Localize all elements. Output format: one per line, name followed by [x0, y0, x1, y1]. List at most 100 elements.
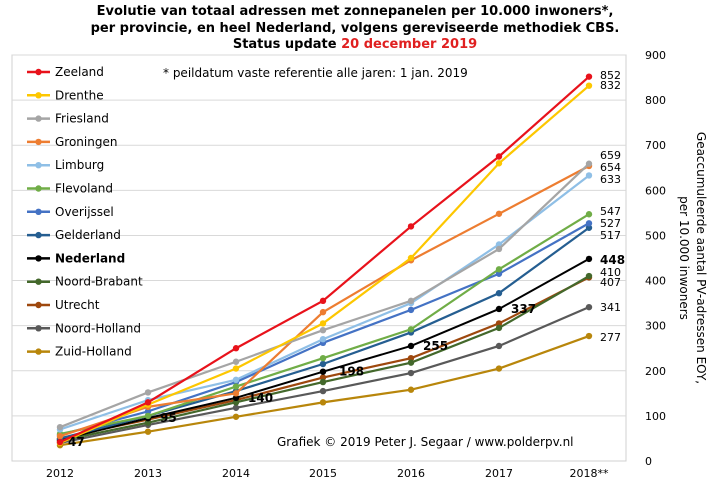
legend-marker-nederland [35, 255, 42, 262]
x-tick-3: 2015 [309, 467, 337, 480]
y-tick-300: 300 [645, 320, 666, 333]
point-zuid-holland-1 [144, 428, 152, 435]
end-label-gelderland: 517 [600, 229, 621, 242]
chart-title-line1: Evolutie van totaal adressen met zonnepa… [97, 4, 614, 19]
y-tick-800: 800 [645, 94, 666, 107]
y-tick-600: 600 [645, 184, 666, 197]
point-overijssel-1 [144, 408, 152, 415]
legend-marker-noord-holland [35, 325, 42, 332]
legend-label-groningen: Groningen [55, 135, 117, 149]
point-friesland-1 [144, 389, 152, 396]
point-friesland-3 [319, 326, 327, 334]
x-tick-4: 2016 [397, 467, 425, 480]
y-tick-0: 0 [645, 455, 652, 468]
reference-note: * peildatum vaste referentie alle jaren:… [163, 66, 468, 80]
point-zuid-holland-3 [319, 399, 327, 406]
point-zeeland-3 [319, 297, 327, 305]
point-drenthe-2 [232, 365, 240, 372]
point-noord-holland-2 [232, 404, 240, 411]
x-tick-6: 2018** [570, 467, 609, 480]
legend-marker-zuid-holland [35, 348, 42, 355]
legend-marker-utrecht [35, 301, 42, 309]
end-label-drenthe: 832 [600, 79, 621, 92]
y-tick-500: 500 [645, 229, 666, 242]
point-zeeland-4 [407, 223, 415, 230]
point-flevoland-2 [232, 383, 240, 390]
point-noord-holland-5 [495, 342, 503, 350]
point-groningen-3 [319, 308, 327, 316]
legend-label-overijssel: Overijssel [55, 205, 114, 219]
point-zeeland-6 [585, 73, 593, 80]
legend-marker-noord-brabant [35, 278, 42, 285]
chart-title-line2: per provincie, en heel Nederland, volgen… [91, 21, 620, 36]
y-tick-200: 200 [645, 365, 666, 378]
point-friesland-0 [56, 423, 64, 431]
point-flevoland-1 [144, 412, 152, 420]
end-label-zuid-holland: 277 [600, 331, 621, 344]
end-label-overijssel: 527 [600, 217, 621, 230]
chart-title-status: Status update [233, 37, 341, 52]
point-zuid-holland-5 [495, 365, 503, 372]
legend-label-gelderland: Gelderland [55, 228, 121, 242]
end-label-flevoland: 547 [600, 205, 621, 218]
legend-label-drenthe: Drenthe [55, 88, 104, 102]
legend-label-friesland: Friesland [55, 112, 109, 126]
legend-label-zeeland: Zeeland [55, 65, 104, 79]
point-flevoland-3 [319, 354, 327, 362]
point-friesland-2 [232, 358, 240, 365]
chart-title-date: 20 december 2019 [341, 37, 477, 52]
point-nederland-5 [495, 305, 503, 313]
point-flevoland-6 [585, 211, 593, 218]
point-zuid-holland-4 [407, 386, 415, 393]
point-zeeland-1 [144, 399, 152, 406]
legend: Zeeland Drenthe Friesland Groningen Limburg F… [27, 65, 143, 359]
y-tick-700: 700 [645, 139, 666, 152]
point-noord-brabant-4 [407, 359, 415, 366]
legend-marker-friesland [35, 115, 42, 122]
point-drenthe-4 [407, 254, 415, 262]
legend-label-noord-brabant: Noord-Brabant [55, 275, 143, 289]
point-noord-brabant-6 [585, 272, 593, 280]
end-label-zeeland: 852 [600, 69, 621, 82]
point-nederland-2 [232, 394, 240, 402]
legend-marker-zeeland [35, 68, 42, 76]
point-gelderland-5 [495, 289, 503, 297]
point-noord-holland-6 [585, 303, 593, 311]
point-limburg-6 [585, 172, 593, 179]
point-label-nederland-1: 95 [160, 411, 177, 425]
point-flevoland-4 [407, 326, 415, 333]
point-nederland-3 [319, 368, 327, 375]
legend-marker-groningen [35, 138, 42, 146]
point-label-nederland-0: 47 [68, 435, 85, 449]
x-tick-5: 2017 [485, 467, 513, 480]
point-noord-brabant-1 [144, 419, 152, 426]
end-label-utrecht: 407 [600, 276, 621, 289]
point-label-nederland-5: 337 [511, 302, 536, 316]
point-overijssel-6 [585, 220, 593, 227]
point-noord-brabant-5 [495, 324, 503, 332]
point-overijssel-5 [495, 270, 503, 277]
point-friesland-5 [495, 245, 503, 253]
y-axis-label-line2: per 10.000 inwoners [677, 196, 691, 320]
point-utrecht-4 [407, 354, 415, 362]
y-axis-label-line1: Geaccumuleerde aantal PV-adressen EOY, [694, 132, 708, 384]
point-label-nederland-4: 255 [423, 339, 448, 353]
point-groningen-5 [495, 210, 503, 217]
point-drenthe-5 [495, 160, 503, 167]
series-lines [56, 73, 593, 449]
y-axis-ticks: 0 100 200 300 400 500 600 700 800 900 [645, 49, 666, 468]
point-drenthe-3 [319, 320, 327, 327]
end-label-limburg: 633 [600, 173, 621, 186]
end-label-noord-brabant: 410 [600, 266, 621, 279]
point-friesland-6 [585, 160, 593, 167]
chart-title-line3: Status update 20 december 2019 [233, 37, 477, 52]
point-noord-brabant-3 [319, 378, 327, 386]
point-groningen-0 [56, 432, 64, 440]
point-drenthe-6 [585, 82, 593, 89]
legend-marker-flevoland [35, 185, 42, 192]
plot-frame [11, 54, 627, 462]
chart-credit: Grafiek © 2019 Peter J. Segaar / www.pol… [277, 435, 574, 449]
end-label-groningen: 654 [600, 161, 621, 174]
